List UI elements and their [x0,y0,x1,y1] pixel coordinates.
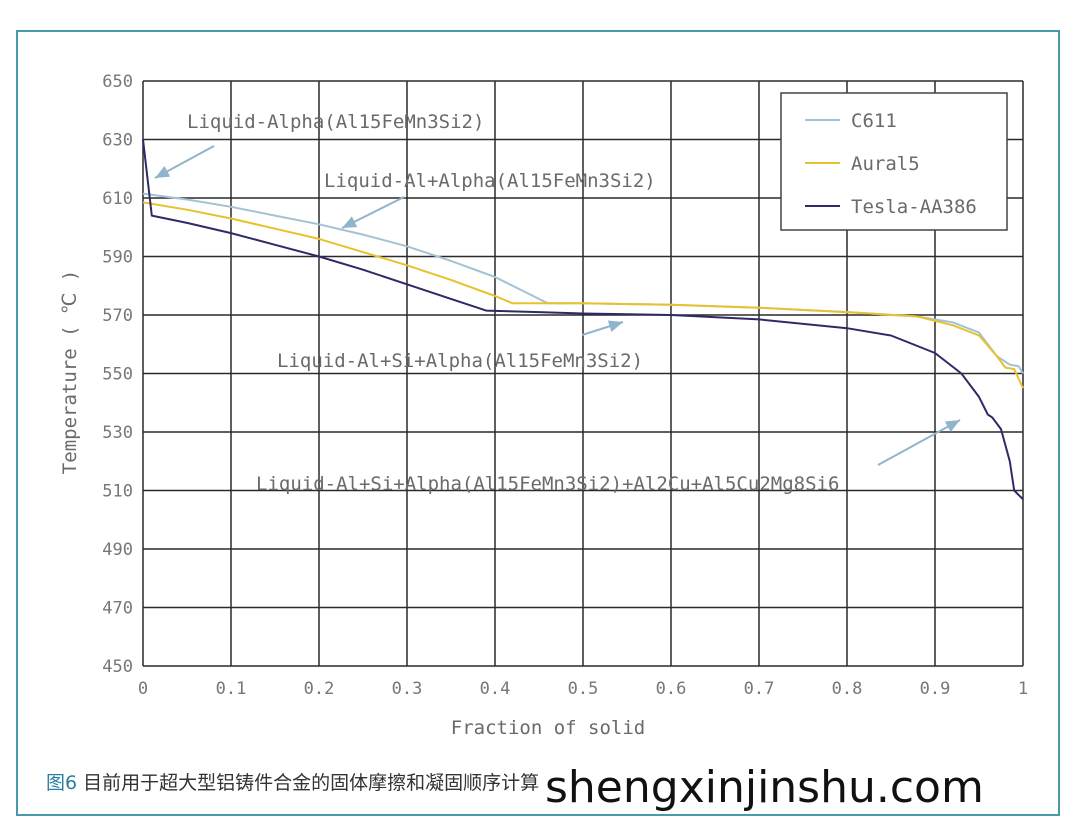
legend-label-c611: C611 [851,110,897,132]
annotation-arrows [154,145,961,466]
watermark: shengxinjinshu.com [545,762,984,813]
figure-number: 图6 [46,772,78,794]
annotation-arrow-head [342,216,358,228]
y-tick-label: 510 [102,482,133,502]
annotation-arrow-head [944,420,960,432]
x-tick-label: 0.6 [656,679,687,699]
y-axis-label: Temperature ( ℃ ) [59,270,81,474]
y-tick-label: 450 [102,657,133,677]
x-tick-label: 0.2 [304,679,335,699]
x-tick-label: 0 [138,679,148,699]
x-tick-label: 0.3 [392,679,423,699]
y-tick-label: 470 [102,599,133,619]
y-tick-label: 550 [102,365,133,385]
figure-caption: 图6 目前用于超大型铝铸件合金的固体摩擦和凝固顺序计算 [46,768,539,795]
x-tick-label: 0.9 [920,679,951,699]
y-tick-label: 590 [102,248,133,268]
x-tick-label: 0.5 [568,679,599,699]
annotations: Liquid-Alpha(Al15FeMn3Si2) Liquid-Al+Alp… [187,111,839,495]
series-lines [142,139,1024,501]
caption-text: 目前用于超大型铝铸件合金的固体摩擦和凝固顺序计算 [83,772,540,794]
x-axis-label: Fraction of solid [451,717,645,739]
annotation-liquid-al-si-alpha: Liquid-Al+Si+Alpha(Al15FeMn3Si2) [277,350,643,372]
chart: 0 0.1 0.2 0.3 0.4 0.5 0.6 0.7 0.8 0.9 1 650 630 610 59… [59,72,1028,739]
y-tick-label: 530 [102,423,133,443]
y-tick-label: 630 [102,131,133,151]
x-tick-label: 1 [1018,679,1028,699]
legend-label-tesla-aa386: Tesla-AA386 [851,196,977,218]
x-tick-label: 0.7 [744,679,775,699]
x-tick-label: 0.8 [832,679,863,699]
annotation-arrow-shaft [877,419,961,466]
annotation-arrow-head [607,320,623,332]
y-tick-label: 650 [102,72,133,92]
legend: C611 Aural5 Tesla-AA386 [780,92,1008,231]
x-tick-label: 0.1 [216,679,247,699]
annotation-liquid-al-alpha: Liquid-Al+Alpha(Al15FeMn3Si2) [324,170,656,192]
series-line-aural5 [142,201,1024,389]
y-tick-label: 490 [102,540,133,560]
legend-label-aural5: Aural5 [851,153,920,175]
annotation-arrow-head [155,166,171,178]
annotation-liquid-al-si-alpha-cu-mg: Liquid-Al+Si+Alpha(Al15FeMn3Si2)+Al2Cu+A… [256,473,839,495]
annotation-liquid-alpha: Liquid-Alpha(Al15FeMn3Si2) [187,111,484,133]
series-line-tesla-aa386 [142,139,1024,501]
y-tick-label: 610 [102,189,133,209]
figure-frame [16,30,1060,816]
x-tick-label: 0.4 [480,679,511,699]
tick-labels: 0 0.1 0.2 0.3 0.4 0.5 0.6 0.7 0.8 0.9 1 650 630 610 59… [102,72,1028,699]
y-tick-label: 570 [102,306,133,326]
grid [142,80,1024,667]
legend-box [780,92,1008,231]
